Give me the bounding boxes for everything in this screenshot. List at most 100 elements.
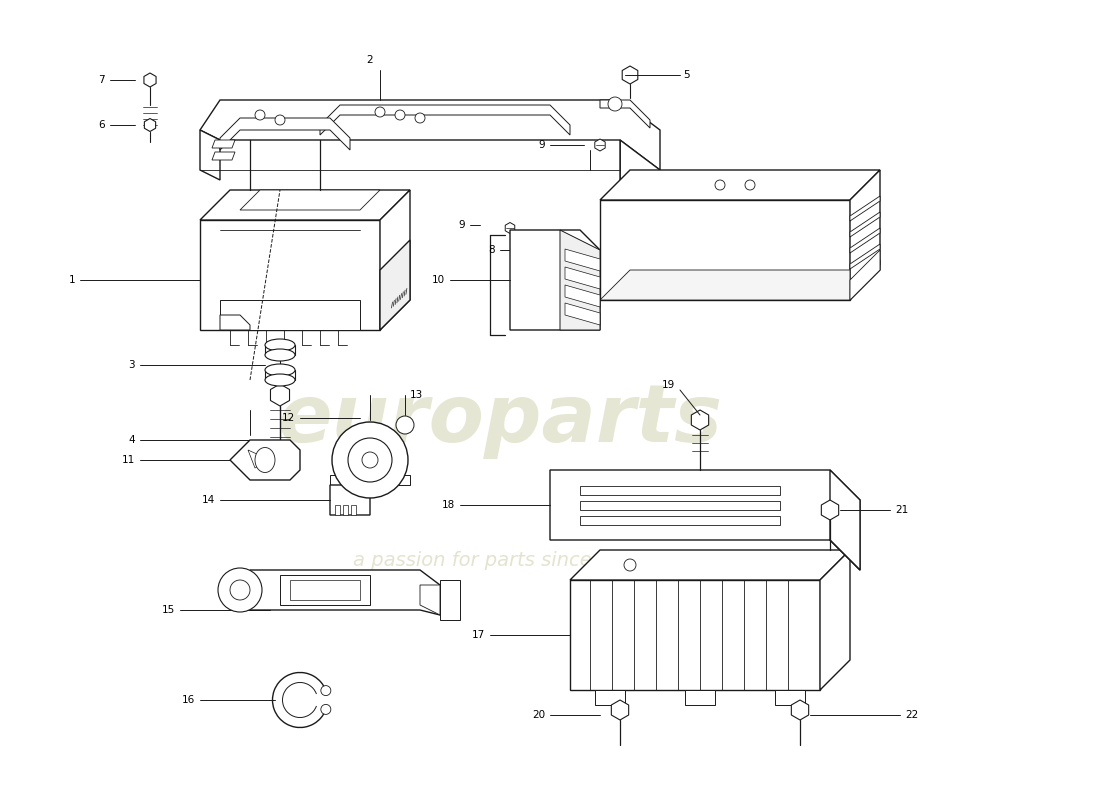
Circle shape: [218, 568, 262, 612]
Polygon shape: [612, 700, 629, 720]
Text: 12: 12: [282, 413, 295, 423]
Circle shape: [362, 452, 378, 468]
Polygon shape: [144, 118, 155, 131]
Polygon shape: [600, 200, 850, 300]
Text: 16: 16: [182, 695, 195, 705]
Circle shape: [395, 110, 405, 120]
Polygon shape: [510, 230, 600, 330]
Text: 9: 9: [538, 140, 544, 150]
Polygon shape: [850, 244, 880, 269]
Polygon shape: [565, 303, 600, 325]
Polygon shape: [580, 501, 780, 510]
Polygon shape: [623, 66, 638, 84]
Polygon shape: [565, 285, 600, 307]
Circle shape: [321, 686, 331, 695]
Circle shape: [332, 422, 408, 498]
Circle shape: [321, 705, 331, 714]
Polygon shape: [685, 690, 715, 705]
Polygon shape: [550, 470, 860, 570]
Ellipse shape: [255, 447, 275, 473]
Polygon shape: [595, 690, 625, 705]
Text: 6: 6: [98, 120, 104, 130]
Text: 21: 21: [895, 505, 909, 515]
Polygon shape: [379, 190, 410, 330]
Polygon shape: [595, 139, 605, 151]
Circle shape: [255, 110, 265, 120]
Text: 3: 3: [129, 360, 135, 370]
Text: europarts: europarts: [277, 381, 723, 459]
Text: 20: 20: [532, 710, 544, 720]
Circle shape: [396, 416, 414, 434]
Polygon shape: [570, 580, 820, 690]
Circle shape: [375, 107, 385, 117]
Text: 22: 22: [905, 710, 918, 720]
Polygon shape: [220, 315, 250, 330]
Polygon shape: [850, 170, 880, 300]
Polygon shape: [850, 250, 880, 300]
Polygon shape: [248, 450, 270, 468]
Polygon shape: [580, 486, 780, 495]
Circle shape: [415, 113, 425, 123]
Polygon shape: [600, 170, 880, 200]
Polygon shape: [280, 575, 370, 605]
Polygon shape: [343, 505, 348, 515]
Polygon shape: [822, 500, 838, 520]
Polygon shape: [420, 585, 440, 615]
Polygon shape: [351, 505, 356, 515]
Polygon shape: [220, 118, 350, 150]
Circle shape: [715, 180, 725, 190]
Text: 1: 1: [68, 275, 75, 285]
Text: 14: 14: [201, 495, 214, 505]
Polygon shape: [240, 190, 380, 210]
Polygon shape: [230, 440, 300, 480]
Polygon shape: [200, 220, 380, 330]
Polygon shape: [250, 570, 440, 615]
Ellipse shape: [265, 349, 295, 361]
Text: 5: 5: [683, 70, 690, 80]
Text: 8: 8: [488, 245, 495, 255]
Circle shape: [230, 580, 250, 600]
Polygon shape: [776, 690, 805, 705]
Polygon shape: [379, 240, 410, 330]
Text: 11: 11: [122, 455, 135, 465]
Polygon shape: [600, 270, 850, 300]
Polygon shape: [620, 140, 660, 210]
Text: 9: 9: [459, 220, 465, 230]
Text: 19: 19: [662, 380, 675, 390]
Text: 15: 15: [162, 605, 175, 615]
Circle shape: [745, 180, 755, 190]
Polygon shape: [505, 222, 515, 234]
Polygon shape: [850, 212, 880, 237]
Polygon shape: [850, 228, 880, 253]
Polygon shape: [330, 475, 410, 485]
Polygon shape: [144, 73, 156, 87]
Text: 7: 7: [98, 75, 104, 85]
Polygon shape: [691, 410, 708, 430]
Circle shape: [624, 559, 636, 571]
Polygon shape: [830, 470, 860, 570]
Polygon shape: [212, 140, 235, 148]
Ellipse shape: [265, 339, 295, 351]
Polygon shape: [200, 190, 410, 220]
Circle shape: [348, 438, 392, 482]
Text: 18: 18: [442, 500, 455, 510]
Polygon shape: [565, 249, 600, 271]
Text: a passion for parts since 1985: a passion for parts since 1985: [353, 550, 647, 570]
Text: 17: 17: [472, 630, 485, 640]
Polygon shape: [850, 260, 880, 285]
Polygon shape: [271, 384, 289, 406]
Polygon shape: [600, 100, 650, 128]
Polygon shape: [570, 550, 850, 580]
Ellipse shape: [265, 374, 295, 386]
Polygon shape: [580, 516, 780, 525]
Polygon shape: [791, 700, 808, 720]
Ellipse shape: [265, 364, 295, 376]
Text: 13: 13: [410, 390, 424, 400]
Polygon shape: [320, 105, 570, 135]
Circle shape: [608, 97, 622, 111]
Polygon shape: [565, 267, 600, 289]
Text: 10: 10: [432, 275, 446, 285]
Polygon shape: [820, 550, 850, 690]
Polygon shape: [200, 100, 660, 170]
Polygon shape: [212, 152, 235, 160]
